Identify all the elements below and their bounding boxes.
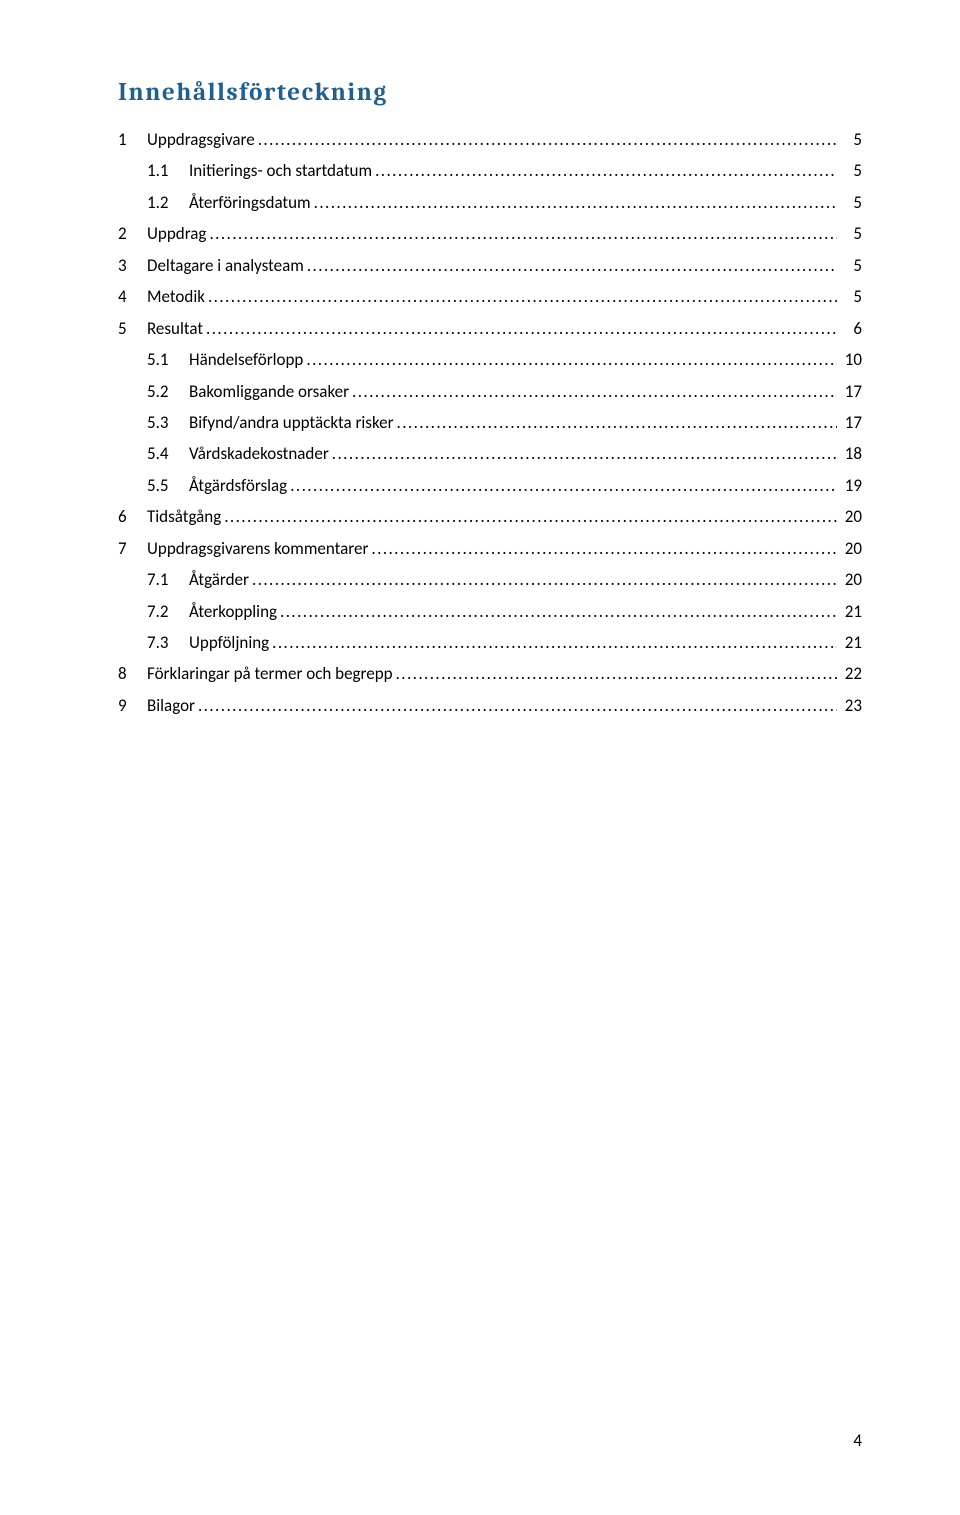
toc-entry-number: 4: [118, 286, 147, 307]
toc-entry-number: 5.3: [147, 412, 189, 433]
toc-entry-number: 7.3: [147, 632, 189, 653]
toc-entry: 1Uppdragsgivare 5: [118, 129, 862, 150]
toc-entry: 5.5Åtgärdsförslag 19: [118, 475, 862, 496]
toc-entry: 1.2Återföringsdatum 5: [118, 192, 862, 213]
toc-entry: 9Bilagor 23: [118, 695, 862, 716]
toc-entry-number: 3: [118, 255, 147, 276]
toc-entry-number: 7: [118, 538, 147, 559]
toc-entry: 4Metodik 5: [118, 286, 862, 307]
toc-list: 1Uppdragsgivare51.1Initierings- och star…: [118, 129, 862, 716]
toc-entry-number: 5.2: [147, 381, 189, 402]
toc-entry-page: 5: [840, 160, 862, 181]
toc-entry-number: 7.2: [147, 601, 189, 622]
toc-entry-label: Åtgärder: [189, 569, 249, 590]
toc-entry: 5.4Vårdskadekostnader 18: [118, 443, 862, 464]
toc-entry-label: Åtgärdsförslag: [189, 475, 287, 496]
toc-entry-number: 1.1: [147, 160, 189, 181]
toc-leader-dots: [208, 286, 837, 307]
toc-entry-page: 18: [840, 443, 862, 464]
toc-entry-label: Metodik: [147, 286, 205, 307]
toc-entry-label: Resultat: [147, 318, 203, 339]
toc-leader-dots: [224, 506, 837, 527]
toc-leader-dots: [272, 632, 837, 653]
toc-entry-number: 7.1: [147, 569, 189, 590]
toc-leader-dots: [371, 538, 837, 559]
toc-entry-page: 17: [840, 381, 862, 402]
toc-entry-number: 5: [118, 318, 147, 339]
toc-leader-dots: [397, 412, 837, 433]
toc-entry: 5.3Bifynd/andra upptäckta risker 17: [118, 412, 862, 433]
toc-entry-label: Händelseförlopp: [189, 349, 303, 370]
toc-entry: 2Uppdrag 5: [118, 223, 862, 244]
toc-entry-number: 2: [118, 223, 147, 244]
toc-entry-number: 1: [118, 129, 147, 150]
toc-entry: 7Uppdragsgivarens kommentarer 20: [118, 538, 862, 559]
toc-leader-dots: [332, 443, 837, 464]
toc-entry-page: 5: [840, 192, 862, 213]
toc-entry-number: 9: [118, 695, 147, 716]
toc-entry-number: 6: [118, 506, 147, 527]
toc-leader-dots: [396, 663, 837, 684]
toc-entry: 7.1Åtgärder 20: [118, 569, 862, 590]
toc-leader-dots: [252, 569, 837, 590]
page-number: 4: [853, 1430, 862, 1451]
toc-entry-page: 20: [840, 506, 862, 527]
toc-leader-dots: [352, 381, 837, 402]
toc-entry-label: Återkoppling: [189, 601, 277, 622]
toc-entry-number: 5.1: [147, 349, 189, 370]
toc-entry-label: Bifynd/andra upptäckta risker: [189, 412, 394, 433]
toc-entry: 5Resultat 6: [118, 318, 862, 339]
toc-entry-page: 23: [840, 695, 862, 716]
toc-entry-page: 20: [840, 569, 862, 590]
toc-title: Innehållsförteckning: [118, 78, 862, 107]
toc-entry-number: 1.2: [147, 192, 189, 213]
toc-leader-dots: [306, 349, 837, 370]
toc-entry: 8Förklaringar på termer och begrepp 22: [118, 663, 862, 684]
toc-entry-page: 19: [840, 475, 862, 496]
toc-entry-page: 21: [840, 632, 862, 653]
toc-entry-page: 17: [840, 412, 862, 433]
toc-leader-dots: [307, 255, 837, 276]
toc-entry-label: Förklaringar på termer och begrepp: [147, 663, 393, 684]
toc-entry-number: 8: [118, 663, 147, 684]
toc-entry-label: Uppdragsgivare: [147, 129, 255, 150]
toc-entry-label: Bilagor: [147, 695, 195, 716]
toc-entry-label: Bakomliggande orsaker: [189, 381, 349, 402]
toc-entry-label: Uppdrag: [147, 223, 206, 244]
toc-entry-label: Vårdskadekostnader: [189, 443, 329, 464]
toc-leader-dots: [206, 318, 837, 339]
toc-entry: 7.2Återkoppling 21: [118, 601, 862, 622]
toc-entry: 6Tidsåtgång 20: [118, 506, 862, 527]
toc-entry-number: 5.4: [147, 443, 189, 464]
toc-entry-label: Uppdragsgivarens kommentarer: [147, 538, 368, 559]
toc-entry-page: 5: [840, 223, 862, 244]
toc-entry: 5.2Bakomliggande orsaker 17: [118, 381, 862, 402]
toc-entry-page: 6: [840, 318, 862, 339]
toc-leader-dots: [280, 601, 837, 622]
toc-entry: 3Deltagare i analysteam 5: [118, 255, 862, 276]
toc-leader-dots: [314, 192, 837, 213]
toc-leader-dots: [198, 695, 837, 716]
toc-entry: 1.1Initierings- och startdatum 5: [118, 160, 862, 181]
toc-entry-number: 5.5: [147, 475, 189, 496]
toc-entry-page: 5: [840, 286, 862, 307]
toc-entry-label: Initierings- och startdatum: [189, 160, 372, 181]
toc-leader-dots: [209, 223, 837, 244]
toc-entry-page: 21: [840, 601, 862, 622]
toc-leader-dots: [290, 475, 837, 496]
toc-entry-page: 5: [840, 129, 862, 150]
toc-entry: 7.3Uppföljning 21: [118, 632, 862, 653]
toc-entry-page: 5: [840, 255, 862, 276]
toc-leader-dots: [375, 160, 837, 181]
toc-entry-label: Tidsåtgång: [147, 506, 221, 527]
toc-entry-page: 20: [840, 538, 862, 559]
toc-entry-label: Deltagare i analysteam: [147, 255, 304, 276]
toc-entry-page: 10: [840, 349, 862, 370]
toc-entry-label: Återföringsdatum: [189, 192, 311, 213]
toc-entry-label: Uppföljning: [189, 632, 269, 653]
toc-leader-dots: [258, 129, 837, 150]
toc-entry: 5.1Händelseförlopp 10: [118, 349, 862, 370]
document-page: Innehållsförteckning 1Uppdragsgivare51.1…: [0, 0, 960, 1515]
toc-entry-page: 22: [840, 663, 862, 684]
